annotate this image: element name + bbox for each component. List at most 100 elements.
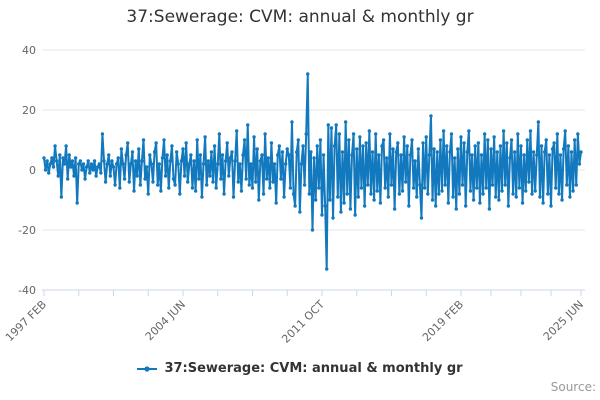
series-point-marker[interactable]	[313, 198, 318, 202]
series-point-marker[interactable]	[277, 144, 282, 148]
series-point-marker[interactable]	[424, 135, 428, 139]
series-point-marker[interactable]	[70, 159, 75, 163]
series-point-marker[interactable]	[257, 198, 261, 202]
series-point-marker[interactable]	[385, 156, 389, 160]
series-point-marker[interactable]	[81, 162, 86, 166]
series-point-marker[interactable]	[181, 147, 185, 151]
series-point-marker[interactable]	[299, 162, 304, 166]
series-point-marker[interactable]	[373, 132, 378, 136]
series-point-marker[interactable]	[302, 183, 307, 187]
series-point-marker[interactable]	[133, 159, 138, 163]
series-point-marker[interactable]	[505, 141, 509, 145]
series-point-marker[interactable]	[509, 138, 514, 142]
series-point-marker[interactable]	[413, 159, 417, 163]
series-point-marker[interactable]	[190, 186, 195, 190]
series-point-marker[interactable]	[171, 177, 176, 181]
series-point-marker[interactable]	[408, 153, 413, 157]
series-point-marker[interactable]	[479, 153, 484, 157]
series-point-marker[interactable]	[211, 180, 215, 184]
series-point-marker[interactable]	[392, 207, 397, 211]
series-point-marker[interactable]	[489, 147, 493, 151]
series-point-marker[interactable]	[102, 159, 106, 163]
series-point-marker[interactable]	[69, 165, 73, 169]
series-point-marker[interactable]	[250, 186, 255, 190]
series-point-marker[interactable]	[399, 153, 403, 157]
series-point-marker[interactable]	[138, 183, 143, 187]
series-point-marker[interactable]	[105, 162, 109, 166]
series-point-marker[interactable]	[97, 162, 101, 166]
series-point-marker[interactable]	[130, 150, 135, 154]
series-point-marker[interactable]	[476, 141, 481, 145]
series-point-marker[interactable]	[555, 132, 560, 136]
series-point-marker[interactable]	[231, 195, 236, 199]
series-point-marker[interactable]	[464, 204, 468, 208]
series-point-marker[interactable]	[154, 141, 158, 145]
series-point-marker[interactable]	[452, 156, 457, 160]
series-point-marker[interactable]	[350, 153, 354, 157]
series-point-marker[interactable]	[315, 144, 319, 148]
series-point-marker[interactable]	[429, 114, 433, 118]
series-point-marker[interactable]	[187, 162, 192, 166]
series-point-marker[interactable]	[508, 156, 512, 160]
series-point-marker[interactable]	[241, 153, 245, 157]
series-point-marker[interactable]	[492, 135, 496, 139]
series-point-marker[interactable]	[421, 141, 425, 145]
series-point-marker[interactable]	[542, 150, 547, 154]
series-point-marker[interactable]	[165, 153, 169, 157]
series-point-marker[interactable]	[487, 207, 492, 211]
series-point-marker[interactable]	[119, 147, 124, 151]
series-point-marker[interactable]	[246, 123, 250, 127]
series-point-marker[interactable]	[269, 141, 274, 145]
series-point-marker[interactable]	[124, 153, 128, 157]
series-point-marker[interactable]	[536, 120, 541, 124]
series-point-marker[interactable]	[445, 144, 449, 148]
series-point-marker[interactable]	[524, 189, 528, 193]
series-point-marker[interactable]	[103, 180, 108, 184]
series-point-marker[interactable]	[530, 192, 534, 196]
series-point-marker[interactable]	[291, 192, 296, 196]
series-point-marker[interactable]	[351, 132, 356, 136]
series-point-marker[interactable]	[152, 150, 157, 154]
series-point-marker[interactable]	[265, 177, 269, 181]
series-point-marker[interactable]	[516, 132, 520, 136]
series-point-marker[interactable]	[216, 162, 220, 166]
series-point-marker[interactable]	[201, 162, 206, 166]
series-point-marker[interactable]	[253, 180, 258, 184]
series-point-marker[interactable]	[78, 159, 83, 163]
series-point-marker[interactable]	[295, 150, 299, 154]
series-point-marker[interactable]	[141, 138, 146, 142]
series-point-marker[interactable]	[137, 147, 141, 151]
series-point-marker[interactable]	[495, 150, 499, 154]
series-point-marker[interactable]	[156, 183, 160, 187]
series-point-marker[interactable]	[419, 216, 424, 220]
series-point-marker[interactable]	[111, 165, 116, 169]
series-point-marker[interactable]	[366, 183, 370, 187]
series-point-marker[interactable]	[340, 150, 345, 154]
series-point-marker[interactable]	[427, 153, 432, 157]
series-point-marker[interactable]	[410, 138, 414, 142]
series-point-marker[interactable]	[80, 168, 84, 172]
series-point-marker[interactable]	[396, 141, 400, 145]
series-point-marker[interactable]	[415, 195, 419, 199]
series-point-marker[interactable]	[62, 162, 67, 166]
series-point-marker[interactable]	[88, 171, 92, 175]
series-point-marker[interactable]	[54, 159, 59, 163]
series-point-marker[interactable]	[135, 174, 139, 178]
series-point-marker[interactable]	[72, 174, 76, 178]
series-point-marker[interactable]	[307, 192, 312, 196]
series-point-marker[interactable]	[176, 162, 180, 166]
series-point-marker[interactable]	[522, 153, 526, 157]
series-point-marker[interactable]	[144, 165, 149, 169]
series-point-marker[interactable]	[520, 201, 525, 205]
series-point-marker[interactable]	[528, 129, 533, 133]
series-point-marker[interactable]	[574, 183, 578, 187]
series-point-marker[interactable]	[126, 141, 130, 145]
series-point-marker[interactable]	[494, 195, 498, 199]
series-point-marker[interactable]	[361, 144, 365, 148]
series-point-marker[interactable]	[247, 183, 252, 187]
series-point-marker[interactable]	[271, 180, 275, 184]
series-point-marker[interactable]	[272, 162, 277, 166]
series-point-marker[interactable]	[457, 192, 462, 196]
series-point-marker[interactable]	[239, 189, 244, 193]
series-point-marker[interactable]	[285, 147, 289, 151]
